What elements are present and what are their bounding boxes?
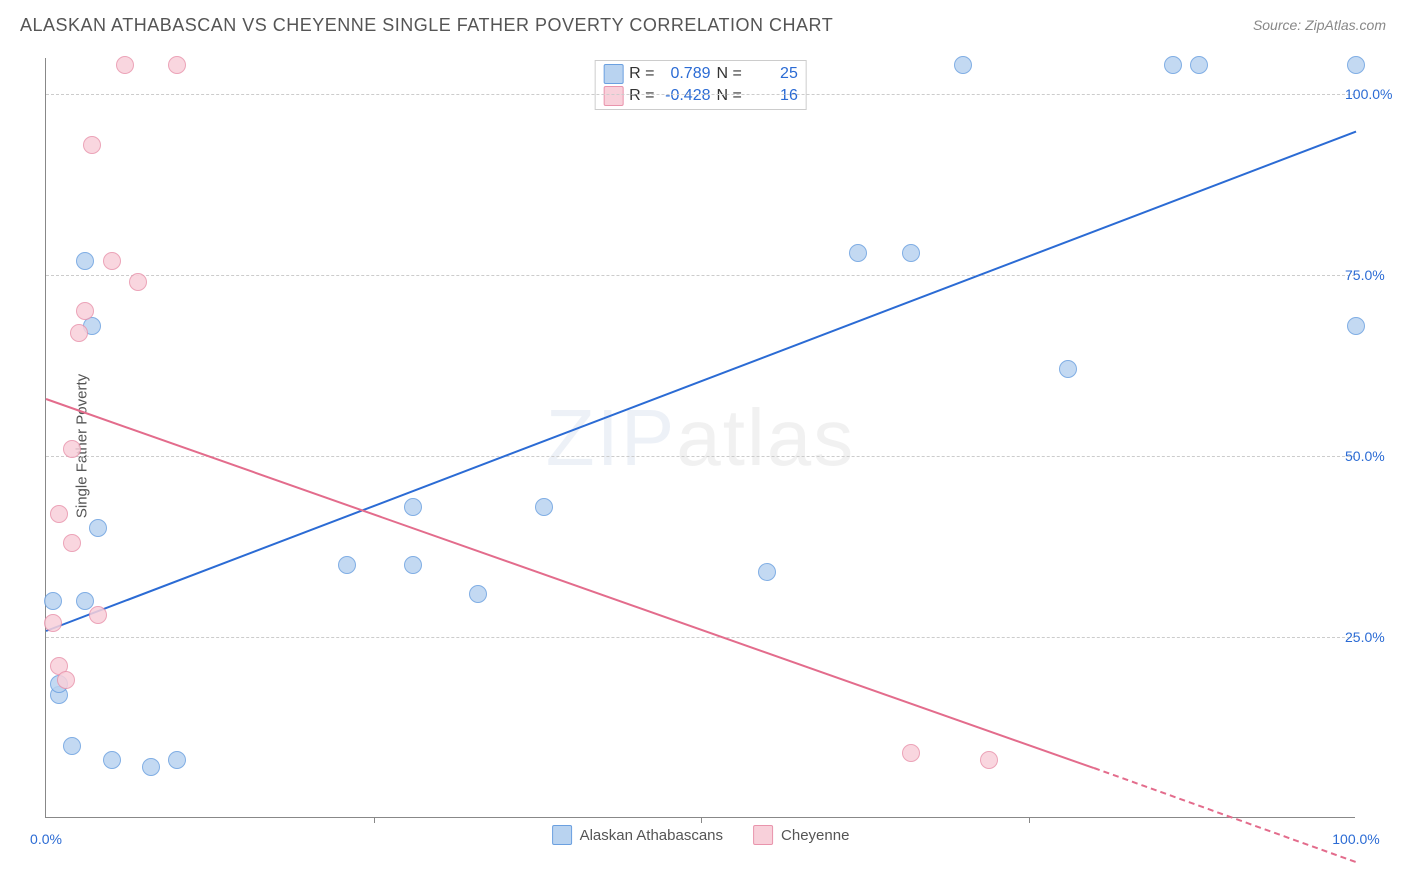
r-label: R = <box>629 87 654 105</box>
chart-title: ALASKAN ATHABASCAN VS CHEYENNE SINGLE FA… <box>20 15 833 36</box>
data-point <box>535 498 553 516</box>
data-point <box>63 737 81 755</box>
data-point <box>1190 56 1208 74</box>
data-point <box>980 751 998 769</box>
data-point <box>44 592 62 610</box>
data-point <box>338 556 356 574</box>
n-value: 16 <box>748 87 798 105</box>
data-point <box>902 244 920 262</box>
r-value: 0.789 <box>661 65 711 83</box>
data-point <box>849 244 867 262</box>
data-point <box>404 498 422 516</box>
series-swatch <box>603 86 623 106</box>
plot-area: ZIPatlas R =0.789 N =25R =-0.428 N =16 A… <box>45 58 1355 818</box>
data-point <box>103 751 121 769</box>
data-point <box>758 563 776 581</box>
data-point <box>76 592 94 610</box>
data-point <box>89 606 107 624</box>
series-swatch <box>603 64 623 84</box>
gridline-h <box>46 275 1355 276</box>
data-point <box>129 273 147 291</box>
x-tick-mark <box>701 817 702 823</box>
gridline-h <box>46 637 1355 638</box>
data-point <box>83 136 101 154</box>
x-tick-label: 0.0% <box>30 831 62 847</box>
gridline-h <box>46 94 1355 95</box>
y-tick-label: 50.0% <box>1345 448 1405 464</box>
x-tick-label: 100.0% <box>1332 831 1379 847</box>
chart-header: ALASKAN ATHABASCAN VS CHEYENNE SINGLE FA… <box>0 0 1406 50</box>
data-point <box>63 534 81 552</box>
y-tick-label: 25.0% <box>1345 629 1405 645</box>
trend-line <box>46 130 1357 631</box>
legend-swatch <box>753 825 773 845</box>
data-point <box>1059 360 1077 378</box>
legend-swatch <box>552 825 572 845</box>
stats-box: R = 0.789 N = 25 R = -0.428 N = 16 <box>594 60 807 110</box>
data-point <box>63 440 81 458</box>
trend-line <box>46 398 1095 769</box>
data-point <box>404 556 422 574</box>
bottom-legend: Alaskan Athabascans Cheyenne <box>552 825 850 845</box>
data-point <box>89 519 107 537</box>
x-tick-mark <box>1029 817 1030 823</box>
data-point <box>57 671 75 689</box>
legend-item: Cheyenne <box>753 825 849 845</box>
chart-source: Source: ZipAtlas.com <box>1253 17 1386 33</box>
data-point <box>76 302 94 320</box>
data-point <box>142 758 160 776</box>
y-tick-label: 100.0% <box>1345 86 1405 102</box>
legend-item: Alaskan Athabascans <box>552 825 723 845</box>
data-point <box>1347 317 1365 335</box>
data-point <box>1164 56 1182 74</box>
n-value: 25 <box>748 65 798 83</box>
trend-line-dashed <box>1094 767 1357 863</box>
watermark: ZIPatlas <box>546 392 855 484</box>
data-point <box>902 744 920 762</box>
legend-label: Alaskan Athabascans <box>580 827 723 844</box>
data-point <box>168 56 186 74</box>
data-point <box>76 252 94 270</box>
r-label: R = <box>629 65 654 83</box>
gridline-h <box>46 456 1355 457</box>
data-point <box>70 324 88 342</box>
stats-row: R = 0.789 N = 25 <box>603 63 798 85</box>
data-point <box>50 505 68 523</box>
legend-label: Cheyenne <box>781 827 849 844</box>
data-point <box>103 252 121 270</box>
data-point <box>954 56 972 74</box>
y-tick-label: 75.0% <box>1345 267 1405 283</box>
data-point <box>469 585 487 603</box>
n-label: N = <box>717 87 742 105</box>
stats-row: R = -0.428 N = 16 <box>603 85 798 107</box>
r-value: -0.428 <box>661 87 711 105</box>
x-tick-mark <box>374 817 375 823</box>
data-point <box>1347 56 1365 74</box>
data-point <box>168 751 186 769</box>
data-point <box>44 614 62 632</box>
data-point <box>116 56 134 74</box>
n-label: N = <box>717 65 742 83</box>
